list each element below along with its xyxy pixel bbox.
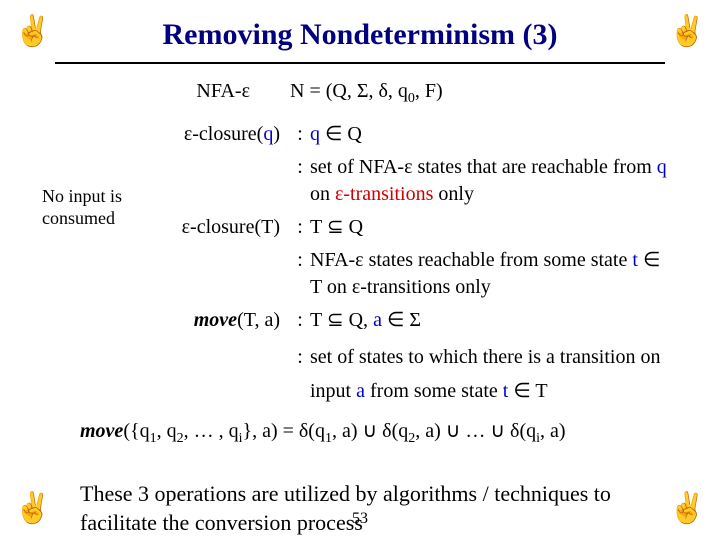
move-desc-row: : set of states to which there is a tran… [50, 340, 670, 408]
closure-q-type: q ∈ Q [310, 121, 670, 148]
move-expansion: move({q1, q2, … , qi}, a) = δ(q1, a) ∪ δ… [50, 418, 566, 449]
page-number: 53 [0, 510, 720, 528]
closure-t-desc: NFA-ε states reachable from some state t… [310, 247, 670, 301]
slide: ✌ ✌ ✌ ✌ Removing Nondeterminism (3) NFA-… [0, 0, 720, 540]
corner-icon: ✌ [14, 14, 51, 49]
nfa-label: NFA-ε [50, 78, 260, 105]
nfa-definition: N = (Q, Σ, δ, q0, F) [290, 78, 670, 109]
summary-text: These 3 operations are utilized by algor… [80, 479, 660, 538]
side-note: No input isconsumed [42, 186, 132, 229]
move-type: T ⊆ Q, a ∈ Σ [310, 307, 670, 334]
move-expansion-row: move({q1, q2, … , qi}, a) = δ(q1, a) ∪ δ… [50, 418, 670, 449]
closure-q-row: ε-closure(q) : q ∈ Q [50, 121, 670, 148]
move-desc: set of states to which there is a transi… [310, 340, 670, 408]
move-row: move(T, a) : T ⊆ Q, a ∈ Σ [50, 307, 670, 334]
title-rule [55, 62, 665, 64]
closure-q-desc-row: : set of NFA-ε states that are reachable… [50, 154, 670, 208]
corner-icon: ✌ [669, 14, 706, 49]
move-label: move(T, a) [50, 307, 290, 334]
closure-q-desc: set of NFA-ε states that are reachable f… [310, 154, 670, 208]
closure-t-type: T ⊆ Q [310, 214, 670, 241]
slide-title: Removing Nondeterminism (3) [0, 0, 720, 58]
closure-q-label: ε-closure(q) [50, 121, 290, 148]
closure-t-desc-row: : NFA-ε states reachable from some state… [50, 247, 670, 301]
nfa-definition-row: NFA-ε N = (Q, Σ, δ, q0, F) [50, 78, 670, 109]
content-area: NFA-ε N = (Q, Σ, δ, q0, F) ε-closure(q) … [0, 78, 720, 449]
closure-t-row: ε-closure(T) : T ⊆ Q [50, 214, 670, 241]
